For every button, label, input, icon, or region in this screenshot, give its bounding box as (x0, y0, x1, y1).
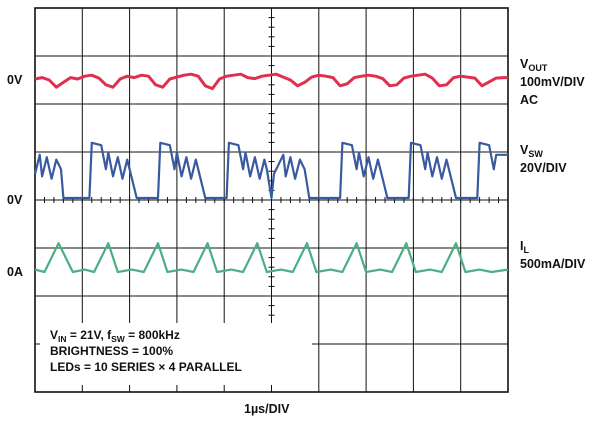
vin-sub: IN (58, 334, 67, 344)
vsw-zero-marker: 0V (7, 193, 23, 207)
fsw-sub: SW (111, 334, 125, 344)
vsw-channel-label: VSW 20V/DIV (520, 143, 567, 175)
il-zero-marker: 0A (7, 265, 23, 279)
il-scale: 500mA/DIV (520, 257, 586, 271)
il-channel-label: IL 500mA/DIV (520, 239, 585, 271)
vout-zero-marker: 0V (7, 73, 23, 87)
vout-trace (34, 72, 508, 91)
vin-value: = 21V, (66, 328, 108, 342)
vsw-name-sub: SW (528, 149, 543, 159)
il-trace (34, 242, 509, 274)
test-conditions-line-2: BRIGHTNESS = 100% (50, 344, 174, 358)
il-name-main: I (520, 239, 524, 253)
vsw-name: VSW (520, 143, 567, 159)
test-conditions-box: VIN = 21V, fSW = 800kHz BRIGHTNESS = 100… (40, 323, 312, 385)
vsw-scale: 20V/DIV (520, 161, 567, 175)
vout-channel-label: VOUT 100mV/DIV AC (520, 57, 585, 107)
il-name-sub: L (523, 245, 529, 255)
vsw-name-main: V (520, 143, 529, 157)
vout-name-sub: OUT (528, 63, 548, 73)
fsw-main: f (107, 328, 112, 342)
test-conditions-line-3: LEDs = 10 SERIES × 4 PARALLEL (50, 360, 242, 374)
il-name: IL (520, 239, 585, 255)
fsw-value: = 800kHz (124, 328, 180, 342)
vin-main: V (50, 328, 59, 342)
traces (33, 72, 509, 274)
time-scale-label: 1µs/DIV (244, 402, 290, 416)
center-axis-ticks (34, 7, 509, 393)
vout-name: VOUT (520, 57, 585, 73)
vout-name-main: V (520, 57, 529, 71)
vsw-trace (33, 141, 508, 200)
vout-coupling: AC (520, 93, 539, 107)
test-conditions-line-1: VIN = 21V, fSW = 800kHz (50, 327, 312, 343)
vout-scale: 100mV/DIV (520, 75, 585, 89)
